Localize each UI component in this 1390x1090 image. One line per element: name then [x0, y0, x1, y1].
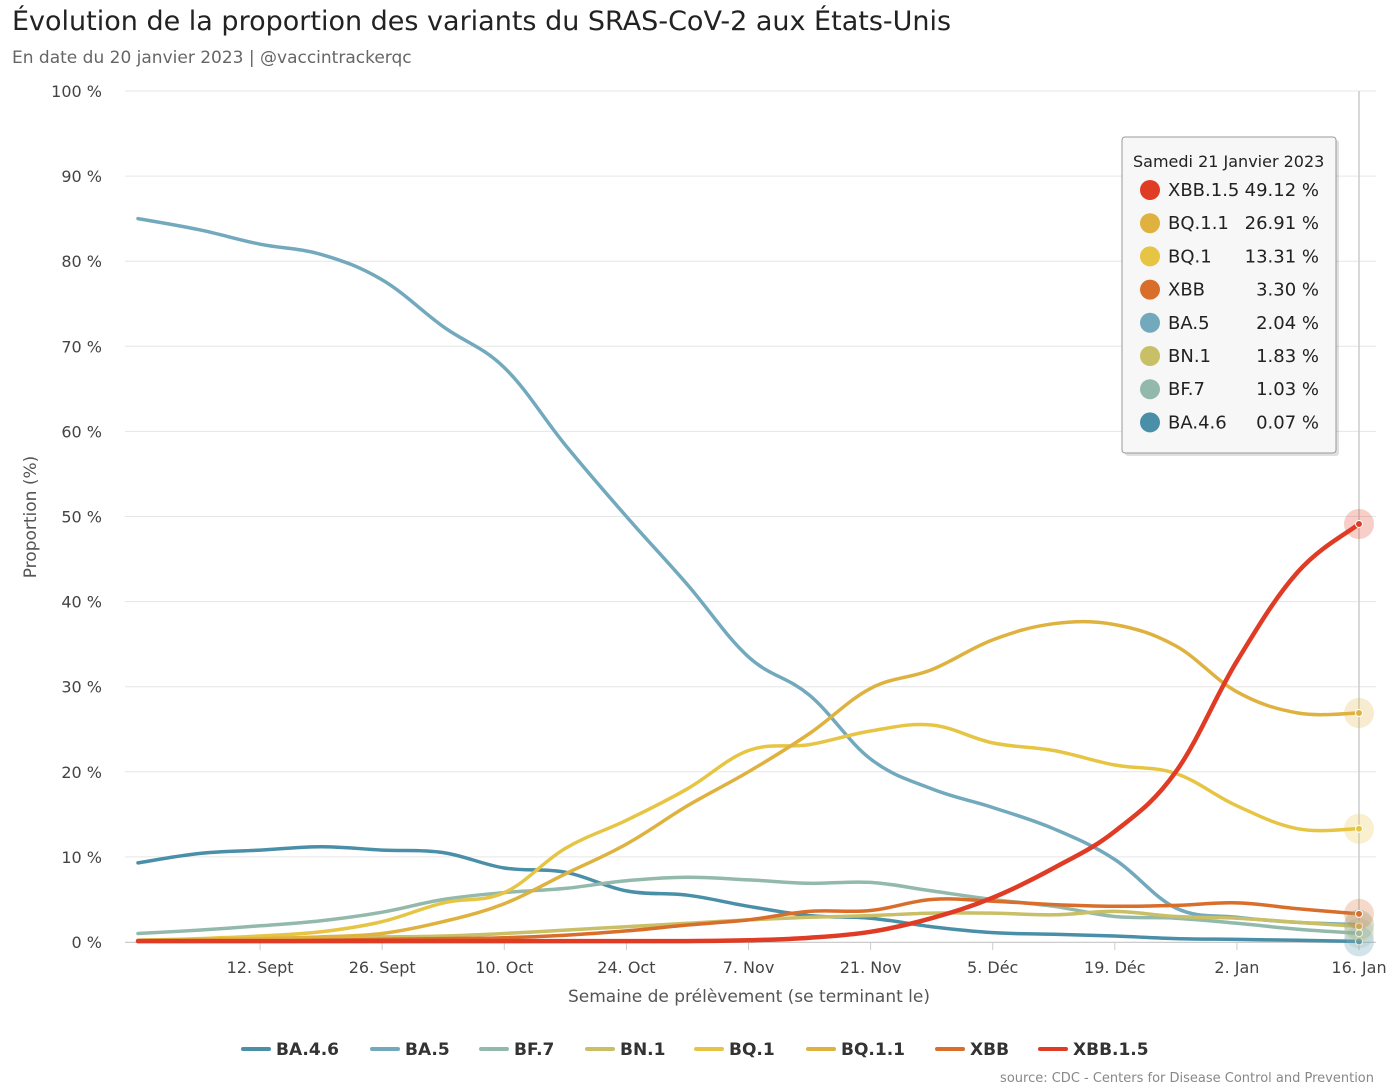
- y-tick-label: 0 %: [72, 933, 102, 952]
- tooltip-row: XBB.1.5 49.12 %: [1140, 180, 1319, 201]
- legend-item-bf-7[interactable]: BF.7: [479, 1040, 554, 1060]
- series-line-bq-1-1[interactable]: [136, 619, 1361, 943]
- y-tick-label: 30 %: [61, 678, 102, 697]
- hover-markers: [1344, 508, 1374, 957]
- x-tick-label: 2. Jan: [1214, 958, 1259, 977]
- legend-item-xbb-1-5[interactable]: XBB.1.5: [1038, 1040, 1149, 1060]
- y-tick-label: 20 %: [61, 763, 102, 782]
- tooltip-row: BQ.1.1 26.91 %: [1140, 213, 1319, 234]
- legend-label: BF.7: [514, 1040, 554, 1060]
- tooltip-dot: [1140, 312, 1160, 333]
- tooltip-dot: [1140, 180, 1160, 200]
- tooltip-series-value: 13.31 %: [1245, 246, 1319, 267]
- tooltip-series-name: BQ.1.1: [1168, 213, 1229, 234]
- legend-item-xbb[interactable]: XBB: [935, 1040, 1009, 1060]
- hover-point: [1355, 708, 1363, 717]
- tooltip-series-value: 2.04 %: [1256, 313, 1319, 334]
- y-tick-label: 10 %: [61, 848, 102, 867]
- tooltip-dot: [1140, 246, 1160, 267]
- tooltip-row: BN.1 1.83 %: [1140, 346, 1319, 367]
- tooltip-dot: [1140, 412, 1160, 433]
- y-tick-label: 50 %: [61, 508, 102, 527]
- chart-title: Évolution de la proportion des variants …: [12, 6, 952, 37]
- tooltip-series-name: XBB.1.5: [1168, 180, 1239, 201]
- hover-point: [1355, 519, 1363, 528]
- legend-item-bn-1[interactable]: BN.1: [585, 1040, 665, 1060]
- tooltip-row: XBB 3.30 %: [1140, 279, 1319, 301]
- legend-label: BQ.1.1: [841, 1040, 905, 1060]
- tooltip-series-name: BQ.1: [1168, 246, 1212, 267]
- x-tick-label: 5. Déc: [967, 958, 1018, 977]
- x-axis-title: Semaine de prélèvement (se terminant le): [568, 987, 930, 1007]
- y-tick-label: 40 %: [61, 593, 102, 612]
- x-tick-label: 26. Sept: [349, 958, 416, 977]
- tooltip-row: BF.7 1.03 %: [1140, 379, 1319, 400]
- legend[interactable]: BA.4.6 BA.5 BF.7 BN.1 BQ.1 BQ.1.1 XBB XBB.1.5: [241, 1040, 1149, 1060]
- legend-item-bq-1-1[interactable]: BQ.1.1: [806, 1040, 905, 1060]
- tooltip-series-value: 3.30 %: [1256, 280, 1319, 301]
- y-axis-title: Proportion (%): [21, 456, 41, 579]
- tooltip-series-value: 26.91 %: [1245, 213, 1319, 234]
- x-tick-label: 10. Oct: [475, 958, 533, 977]
- tooltip-row: BA.5 2.04 %: [1140, 312, 1319, 334]
- x-tick-label: 12. Sept: [227, 958, 294, 977]
- series-line-xbb-1-5[interactable]: [135, 521, 1362, 944]
- tooltip-series-name: BN.1: [1168, 346, 1211, 367]
- tooltip-box: [1121, 136, 1337, 454]
- legend-label: XBB: [970, 1040, 1009, 1060]
- x-axis: 12. Sept 26. Sept 10. Oct 24. Oct 7. Nov 21. …: [125, 942, 1387, 977]
- y-tick-label: 70 %: [61, 337, 102, 356]
- x-tick-label: 19. Déc: [1084, 958, 1146, 977]
- chart-subtitle: En date du 20 janvier 2023 | @vaccintrac…: [12, 48, 412, 68]
- tooltip-row: BA.4.6 0.07 %: [1140, 412, 1319, 433]
- tooltip-header: Samedi 21 Janvier 2023: [1133, 152, 1324, 171]
- tooltip-dot: [1140, 346, 1160, 366]
- x-tick-label: 21. Nov: [840, 958, 902, 977]
- series-lines[interactable]: [135, 216, 1362, 944]
- source-credit: source: CDC - Centers for Disease Contro…: [1000, 1071, 1374, 1086]
- tooltip-series-value: 0.07 %: [1256, 412, 1319, 433]
- tooltip-dot: [1140, 379, 1160, 400]
- tooltip-series-name: XBB: [1168, 280, 1205, 301]
- tooltip-series-value: 1.83 %: [1256, 346, 1319, 367]
- tooltip-series-value: 49.12 %: [1245, 180, 1319, 201]
- y-tick-label: 100 %: [51, 82, 102, 101]
- tooltip-series-value: 1.03 %: [1256, 379, 1319, 400]
- y-tick-label: 90 %: [61, 167, 102, 186]
- legend-label: XBB.1.5: [1073, 1040, 1149, 1060]
- series-line-ba-5[interactable]: [136, 216, 1361, 927]
- x-tick-label: 24. Oct: [597, 958, 655, 977]
- tooltip-dot: [1140, 279, 1160, 300]
- y-tick-label: 60 %: [61, 422, 102, 441]
- tooltip-dot: [1140, 213, 1160, 234]
- tooltip-series-name: BA.4.6: [1168, 412, 1227, 433]
- tooltip-row: BQ.1 13.31 %: [1140, 246, 1319, 267]
- hover-point: [1355, 824, 1363, 833]
- hover-point: [1355, 909, 1363, 918]
- tooltip-series-name: BF.7: [1168, 379, 1205, 400]
- legend-item-ba-5[interactable]: BA.5: [370, 1040, 450, 1060]
- tooltip-series-name: BA.5: [1168, 313, 1210, 334]
- legend-label: BQ.1: [729, 1040, 775, 1060]
- series-line-bf-7[interactable]: [136, 875, 1361, 936]
- x-tick-label: 7. Nov: [723, 958, 775, 977]
- tooltip: Samedi 21 Janvier 2023 XBB.1.5 49.12 % BQ.1…: [1121, 136, 1339, 456]
- y-tick-labels: 0 % 10 % 20 % 30 % 40 % 50 % 60 % 70 % 80 % 90 % 1…: [51, 82, 102, 952]
- legend-label: BA.5: [405, 1040, 450, 1060]
- y-tick-label: 80 %: [61, 252, 102, 271]
- legend-item-ba-4-6[interactable]: BA.4.6: [241, 1040, 339, 1060]
- x-tick-label: 16. Jan: [1331, 958, 1386, 977]
- series-line-bq-1[interactable]: [136, 722, 1361, 943]
- series-line-ba-4-6[interactable]: [136, 844, 1361, 944]
- legend-label: BN.1: [620, 1040, 665, 1060]
- hover-point: [1355, 922, 1363, 931]
- hover-point: [1355, 937, 1363, 946]
- legend-item-bq-1[interactable]: BQ.1: [694, 1040, 775, 1060]
- legend-label: BA.4.6: [276, 1040, 339, 1060]
